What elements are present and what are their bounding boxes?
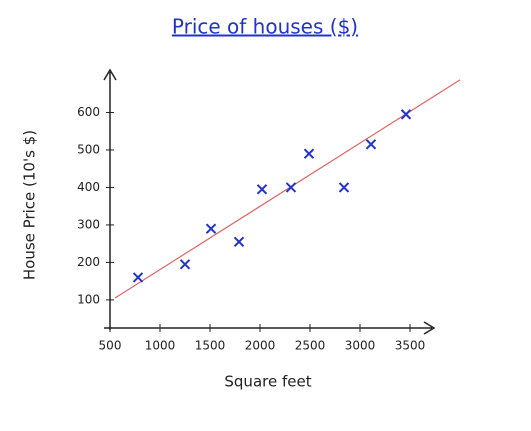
x-tick-label: 3500 (395, 339, 426, 353)
x-axis-label: Square feet (224, 373, 311, 391)
y-axis (103, 68, 117, 330)
y-tick-label: 100 (77, 292, 100, 306)
y-tick-label: 600 (77, 105, 100, 119)
point (132, 272, 144, 283)
x-tick-label: 1500 (195, 339, 226, 353)
x-tick-label: 1000 (145, 339, 176, 353)
trend-line (114, 79, 461, 299)
point (179, 259, 191, 270)
x-tick-label: 2000 (245, 339, 276, 353)
x-axis (104, 321, 436, 335)
x-tick-label: 3000 (345, 339, 376, 353)
y-tick-label: 200 (77, 255, 100, 269)
point (285, 182, 297, 193)
x-tick-label: 2500 (295, 339, 326, 353)
y-tick-label: 400 (77, 180, 100, 194)
point (233, 236, 245, 248)
chart-title: Price of houses ($) (172, 15, 358, 39)
x-tick-label: 500 (99, 339, 122, 353)
point (338, 182, 350, 193)
point (365, 139, 377, 150)
point (303, 148, 315, 159)
y-tick-label: 500 (77, 142, 100, 156)
y-tick-label: 300 (77, 217, 100, 231)
point (256, 184, 268, 195)
y-axis-label: House Price (10's $) (21, 130, 39, 280)
point (400, 109, 412, 120)
point (205, 223, 217, 234)
